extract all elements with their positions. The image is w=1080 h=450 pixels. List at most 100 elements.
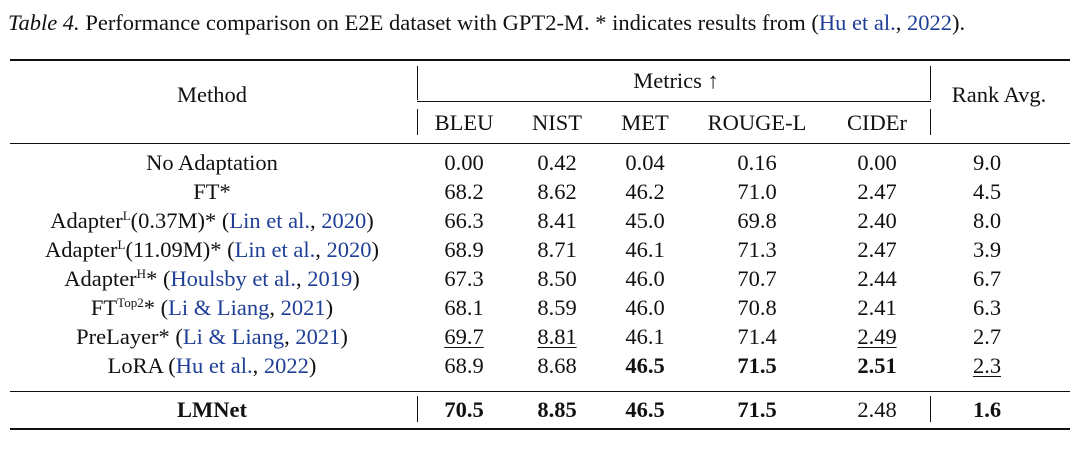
table-cell: 0.42 bbox=[537, 150, 577, 175]
method-superscript: Top2 bbox=[117, 295, 144, 310]
method-base-name: Adapter bbox=[50, 208, 123, 233]
table-cell: 71.0 bbox=[737, 179, 777, 204]
method-citation-authors[interactable]: Houlsby et al. bbox=[170, 266, 297, 291]
table-cell: 67.3 bbox=[444, 266, 484, 291]
table-cell: 70.5 bbox=[444, 397, 484, 422]
table-cell: 46.5 bbox=[625, 397, 665, 422]
table-cell: 46.5 bbox=[625, 353, 665, 378]
method-name: AdapterH* (Houlsby et al., 2019) bbox=[64, 266, 360, 291]
table-cell: 2.49 bbox=[857, 324, 897, 349]
header-rank-avg: Rank Avg. bbox=[951, 82, 1047, 107]
method-name: FT* bbox=[193, 177, 231, 206]
table-cell: 68.2 bbox=[444, 179, 484, 204]
method-citation-authors[interactable]: Lin et al. bbox=[229, 208, 311, 233]
table-cell: 0.00 bbox=[857, 150, 897, 175]
method-citation-year[interactable]: 2022 bbox=[263, 353, 309, 378]
table-cell: 69.8 bbox=[737, 208, 777, 233]
table-cell: 70.8 bbox=[737, 295, 777, 320]
method-base-name: PreLayer* bbox=[76, 324, 170, 349]
table-cell: 8.62 bbox=[537, 179, 577, 204]
table-cell: 2.44 bbox=[857, 266, 897, 291]
column-header: ROUGE-L bbox=[707, 110, 807, 135]
method-superscript: H bbox=[136, 266, 147, 281]
table-cell: 2.51 bbox=[857, 353, 897, 378]
table-cell: 46.2 bbox=[625, 179, 665, 204]
table-cell: 8.71 bbox=[537, 237, 577, 262]
method-citation-year[interactable]: 2021 bbox=[280, 295, 326, 320]
column-header: BLEU bbox=[434, 110, 494, 135]
bottom-rule bbox=[10, 428, 1070, 430]
method-base-name: FT bbox=[90, 295, 118, 320]
caption-label: Table 4. bbox=[8, 10, 80, 35]
table-cell: 68.9 bbox=[444, 353, 484, 378]
table-cell: 69.7 bbox=[444, 324, 484, 349]
method-base-name: LoRA bbox=[107, 353, 163, 378]
method-citation-year[interactable]: 2019 bbox=[307, 266, 353, 291]
method-suffix bbox=[170, 324, 176, 349]
table-cell: 2.47 bbox=[857, 179, 897, 204]
method-base-name: Adapter bbox=[64, 266, 137, 291]
table-caption: Table 4. Performance comparison on E2E d… bbox=[8, 6, 1076, 40]
table-cell: 2.40 bbox=[857, 208, 897, 233]
table-cell: 68.1 bbox=[444, 295, 484, 320]
method-name: LMNet bbox=[177, 397, 247, 422]
method-column-divider bbox=[417, 396, 418, 422]
table-cell: 71.4 bbox=[737, 324, 777, 349]
method-name: LoRA (Hu et al., 2022) bbox=[107, 353, 317, 378]
table-cell: 2.7 bbox=[972, 324, 1002, 349]
table-cell: 2.41 bbox=[857, 295, 897, 320]
table-cell: 2.3 bbox=[972, 353, 1002, 378]
method-citation-authors[interactable]: Li & Liang bbox=[168, 295, 270, 320]
table-cell: 8.68 bbox=[537, 353, 577, 378]
table-cell: 46.0 bbox=[625, 266, 665, 291]
table-cell: 8.81 bbox=[537, 324, 577, 349]
caption-text: Performance comparison on E2E dataset wi… bbox=[79, 10, 819, 35]
table-cell: 0.16 bbox=[737, 150, 777, 175]
table-cell: 8.0 bbox=[972, 208, 1002, 233]
method-citation-authors[interactable]: Hu et al. bbox=[175, 353, 253, 378]
table-cell: 0.00 bbox=[444, 150, 484, 175]
column-header: CIDEr bbox=[847, 110, 907, 135]
table-cell: 6.7 bbox=[972, 266, 1002, 291]
method-superscript: L bbox=[117, 237, 126, 252]
table-cell: 46.0 bbox=[625, 295, 665, 320]
method-superscript: L bbox=[122, 208, 131, 223]
header-rule bbox=[10, 143, 1070, 144]
method-name: AdapterL(11.09M)* (Lin et al., 2020) bbox=[45, 237, 379, 262]
method-column-divider bbox=[417, 66, 418, 100]
caption-citation-year[interactable]: 2022 bbox=[907, 10, 952, 35]
table-cell: 2.47 bbox=[857, 237, 897, 262]
method-name: PreLayer* (Li & Liang, 2021) bbox=[76, 324, 348, 349]
method-citation-year[interactable]: 2020 bbox=[321, 208, 367, 233]
method-citation-authors[interactable]: Li & Liang bbox=[182, 324, 285, 349]
table-cell: 0.04 bbox=[625, 150, 665, 175]
table-cell: 8.59 bbox=[537, 295, 577, 320]
column-header: MET bbox=[621, 110, 669, 135]
table-cell: 46.1 bbox=[625, 237, 665, 262]
table-cell: 3.9 bbox=[972, 237, 1002, 262]
header-metrics: Metrics ↑ bbox=[633, 68, 719, 93]
method-citation-year[interactable]: 2020 bbox=[326, 237, 372, 262]
method-name: No Adaptation bbox=[146, 148, 278, 177]
metrics-group-underline bbox=[417, 101, 931, 102]
table-cell: 8.50 bbox=[537, 266, 577, 291]
table-cell: 45.0 bbox=[625, 208, 665, 233]
caption-end: ). bbox=[952, 10, 966, 35]
table-cell: 6.3 bbox=[972, 295, 1002, 320]
method-citation-authors[interactable]: Lin et al. bbox=[234, 237, 316, 262]
top-rule bbox=[10, 59, 1070, 61]
column-header: NIST bbox=[532, 110, 582, 135]
caption-citation-authors[interactable]: Hu et al. bbox=[818, 10, 896, 35]
method-citation-year[interactable]: 2021 bbox=[295, 324, 341, 349]
method-base-name: Adapter bbox=[45, 237, 118, 262]
method-suffix: (11.09M)* bbox=[125, 237, 228, 262]
table-cell: 2.48 bbox=[857, 397, 897, 422]
method-suffix bbox=[163, 353, 169, 378]
rank-column-divider bbox=[930, 396, 931, 422]
method-suffix: * bbox=[143, 295, 161, 320]
caption-citation-separator: , bbox=[895, 10, 907, 35]
method-name: FTTop2* (Li & Liang, 2021) bbox=[90, 295, 334, 320]
table-cell: 4.5 bbox=[972, 179, 1002, 204]
table-cell: 9.0 bbox=[972, 150, 1002, 175]
